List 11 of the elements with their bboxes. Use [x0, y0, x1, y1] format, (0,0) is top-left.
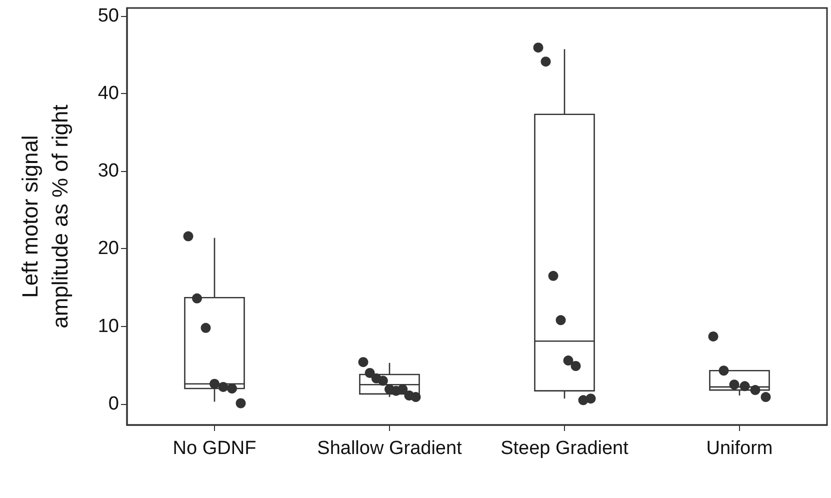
y-axis-title: Left motor signal amplitude as % of right [18, 104, 72, 328]
x-tick-label: Shallow Gradient [317, 438, 463, 459]
y-tick-label: 30 [98, 160, 119, 182]
x-tick-label: Steep Gradient [500, 438, 630, 459]
y-tick-label: 40 [98, 82, 119, 104]
y-tick-label: 10 [98, 316, 119, 337]
x-tick-label: Uniform [706, 438, 773, 459]
y-tick-label: 20 [98, 238, 119, 260]
y-tick-label: 50 [98, 5, 119, 26]
y-tick-label: 0 [108, 394, 119, 415]
x-tick-label: No GDNF [172, 438, 256, 459]
